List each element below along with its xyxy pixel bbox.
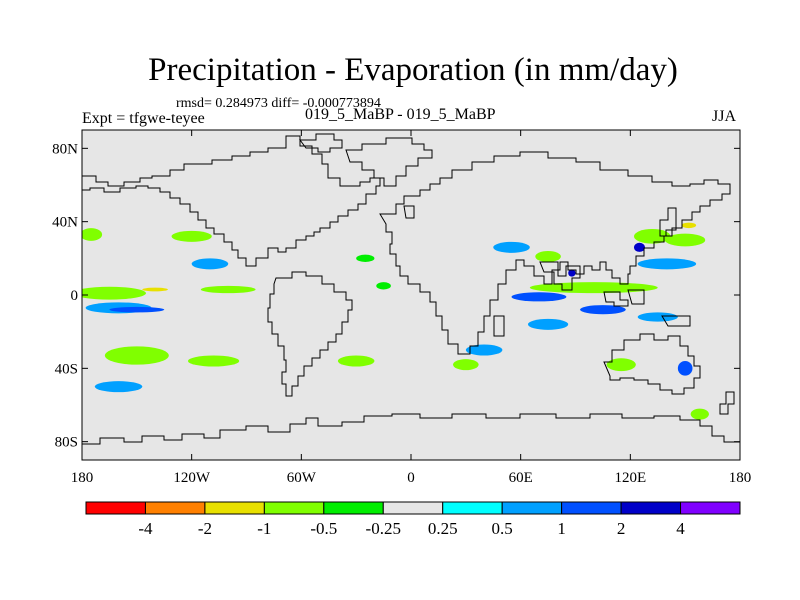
coast-australia xyxy=(603,333,701,395)
coast-south-america xyxy=(267,271,353,397)
contour-region-25 xyxy=(511,292,567,302)
contour-region-9 xyxy=(665,233,706,247)
contour-region-27 xyxy=(677,361,693,376)
stats-label: rmsd= 0.284973 diff= -0.000773894 xyxy=(176,96,381,111)
colorbar-swatch xyxy=(501,501,563,515)
colorbar-swatch xyxy=(382,501,444,515)
contour-region-8 xyxy=(633,229,671,244)
coast-uk xyxy=(403,205,415,219)
coast-new-zealand xyxy=(719,391,735,415)
contour-region-31 xyxy=(376,282,391,290)
x-tick-label: 120W xyxy=(173,470,211,486)
x-tick-label: 60E xyxy=(509,470,533,486)
contour-region-30 xyxy=(356,254,375,262)
contour-region-14 xyxy=(681,222,697,229)
contour-region-26 xyxy=(580,305,626,315)
x-tick-label: 60W xyxy=(287,470,317,486)
colorbar-label: 0.5 xyxy=(492,519,513,538)
x-tick-label: 0 xyxy=(407,470,415,486)
season-label: JJA xyxy=(712,108,737,125)
contour-region-11 xyxy=(535,251,561,262)
colorbar-swatch xyxy=(442,501,503,515)
contour-region-3 xyxy=(200,285,256,294)
colorbar-swatch xyxy=(620,501,682,515)
colorbar-label: -0.5 xyxy=(310,519,337,538)
case-label: 019_5_MaBP - 019_5_MaBP xyxy=(305,106,496,123)
colorbar-swatch xyxy=(85,501,146,515)
y-tick-label: 80N xyxy=(52,141,78,157)
contour-region-6 xyxy=(337,355,375,367)
contour-region-28 xyxy=(633,242,645,252)
contour-region-5 xyxy=(188,355,240,367)
coast-greenland xyxy=(345,137,433,187)
contour-region-18 xyxy=(493,241,530,253)
contour-region-1 xyxy=(171,230,212,242)
contour-region-7 xyxy=(453,359,479,371)
experiment-label: Expt = tfgwe-teyee xyxy=(82,110,205,127)
y-tick-label: 0 xyxy=(71,288,79,304)
colorbar-swatch xyxy=(144,501,206,515)
contour-region-19 xyxy=(637,258,697,270)
contour-region-22 xyxy=(465,344,503,356)
contour-region-29 xyxy=(568,269,576,277)
colorbar-label: 4 xyxy=(676,519,685,538)
colorbar-swatch xyxy=(323,501,384,515)
colorbar-swatch xyxy=(680,501,741,515)
chart-title: Precipitation - Evaporation (in mm/day) xyxy=(148,52,678,88)
coast-japan xyxy=(659,207,677,237)
x-tick-label: 120E xyxy=(614,470,646,486)
contour-region-21 xyxy=(637,312,678,322)
coastline-layer xyxy=(82,133,740,445)
y-tick-label: 80S xyxy=(55,435,78,451)
contour-region-4 xyxy=(104,346,169,365)
colorbar-label: -4 xyxy=(138,519,153,538)
coast-arctic-islands xyxy=(299,133,343,153)
coast-north-america xyxy=(82,135,381,267)
coast-new-guinea xyxy=(661,315,691,327)
colorbar-swatch xyxy=(204,501,265,515)
contour-region-13 xyxy=(690,408,709,420)
contour-region-0 xyxy=(82,228,103,241)
x-tick-label: 180 xyxy=(71,470,94,486)
y-tick-label: 40S xyxy=(55,361,78,377)
contour-region-15 xyxy=(142,287,168,292)
map-background xyxy=(82,130,740,460)
colorbar: -4 -2 -1 -0.5 -0.25 0.25 0.5 1 2 4 xyxy=(85,501,741,538)
coast-borneo xyxy=(627,289,645,305)
contour-region-23 xyxy=(94,381,143,393)
contour-region-2 xyxy=(82,286,146,300)
colorbar-label: 2 xyxy=(617,519,626,538)
coast-sumatra xyxy=(603,291,629,307)
x-tick-label: 180 xyxy=(729,470,752,486)
colorbar-label: 1 xyxy=(557,519,566,538)
colorbar-swatch xyxy=(263,501,325,515)
y-tick-label: 40N xyxy=(52,215,78,231)
colorbar-label: -1 xyxy=(257,519,271,538)
contour-region-17 xyxy=(191,258,229,270)
colorbar-label: -0.25 xyxy=(366,519,401,538)
contour-fill-layer xyxy=(82,222,709,420)
contour-region-12 xyxy=(606,358,636,372)
contour-region-24 xyxy=(109,306,165,313)
colorbar-label: 0.25 xyxy=(428,519,458,538)
contour-region-20 xyxy=(527,318,569,330)
coast-eurasia-africa xyxy=(379,151,731,355)
colorbar-label: -2 xyxy=(198,519,212,538)
coast-madagascar xyxy=(493,315,505,337)
axes-layer: 180 120W 60W 0 60E 120E 180 80N 40N 0 40S 80S xyxy=(52,130,751,486)
coast-antarctica xyxy=(82,413,740,445)
coast-india xyxy=(539,261,581,291)
colorbar-swatch xyxy=(561,501,622,515)
